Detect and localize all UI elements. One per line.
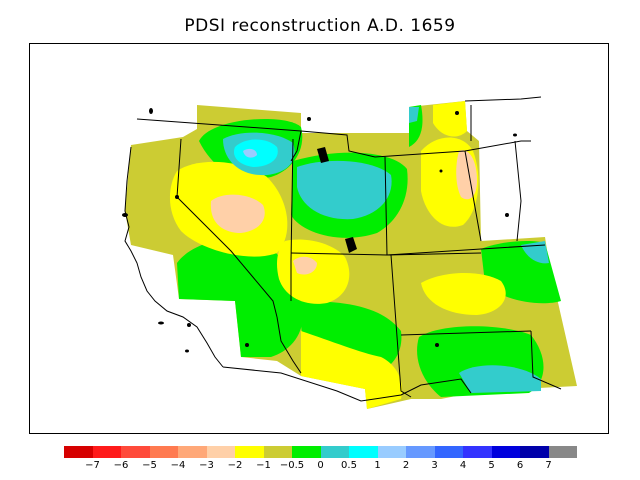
legend-swatch — [349, 446, 378, 458]
legend-label: −3 — [199, 460, 214, 471]
legend-swatch — [206, 446, 235, 458]
legend-swatch — [463, 446, 492, 458]
legend-swatch — [520, 446, 549, 458]
color-legend-labels: −7 −6 −5 −4 −3 −2 −1 −0.5 0 0.5 1 2 3 4 5 6 7 — [64, 460, 577, 474]
legend-swatch — [64, 446, 93, 458]
region-teal-east — [521, 241, 549, 264]
map-panel — [29, 43, 609, 434]
map-title: PDSI reconstruction A.D. 1659 — [184, 16, 456, 36]
legend-swatch — [235, 446, 264, 458]
legend-swatch — [406, 446, 435, 458]
region-teal-southeast — [459, 365, 541, 393]
region-green-southwest — [177, 237, 303, 357]
region-yellow-center — [277, 239, 350, 304]
pdsi-map — [122, 96, 577, 409]
region-yellow-north — [433, 101, 467, 137]
legend-label: 5 — [488, 460, 495, 471]
legend-label: 0 — [317, 460, 324, 471]
legend-swatch — [263, 446, 292, 458]
legend-label: −1 — [256, 460, 271, 471]
legend-label: −2 — [227, 460, 243, 471]
legend-label: −0.5 — [279, 460, 305, 471]
region-yellow-south — [301, 331, 403, 409]
legend-swatch — [320, 446, 349, 458]
legend-swatch — [292, 446, 321, 458]
legend-swatch — [121, 446, 150, 458]
legend-label: 2 — [402, 460, 410, 471]
region-teal-northeast-edge — [409, 107, 419, 123]
region-lightblue-north — [243, 148, 257, 158]
legend-label: −5 — [142, 460, 157, 471]
legend-swatch — [491, 446, 520, 458]
region-teal-center — [297, 160, 392, 220]
legend-label: 1 — [374, 460, 381, 471]
legend-swatch — [548, 446, 577, 458]
color-legend — [64, 446, 577, 458]
legend-label: −7 — [85, 460, 100, 471]
map-borders — [124, 96, 562, 402]
legend-label: 4 — [459, 460, 467, 471]
region-peach-west — [210, 194, 265, 233]
map-lakes — [122, 108, 517, 353]
legend-label: −4 — [170, 460, 186, 471]
legend-label: 7 — [545, 460, 552, 471]
legend-swatch — [92, 446, 121, 458]
legend-label: −6 — [113, 460, 129, 471]
legend-label: 3 — [431, 460, 438, 471]
legend-swatch — [149, 446, 178, 458]
legend-swatch — [434, 446, 463, 458]
legend-swatch — [178, 446, 207, 458]
legend-swatch — [377, 446, 406, 458]
region-yellow-southcenter — [421, 272, 506, 315]
region-peach-center — [293, 256, 317, 275]
legend-label: 0.5 — [341, 460, 357, 471]
legend-label: 6 — [516, 460, 524, 471]
